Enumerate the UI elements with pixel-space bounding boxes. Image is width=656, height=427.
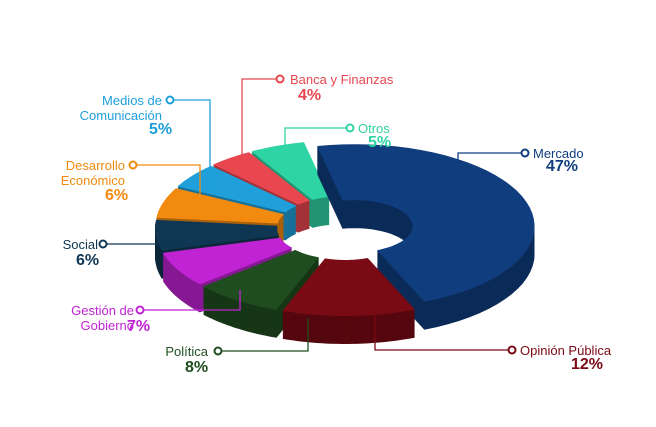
label-dot — [165, 95, 175, 105]
label-dot — [135, 305, 145, 315]
category-label: Social — [62, 237, 98, 252]
leader-line — [374, 305, 512, 351]
leader-line — [457, 152, 525, 188]
category-label: Opinión Pública — [520, 343, 612, 358]
slice — [203, 249, 320, 310]
value-label: 5% — [368, 134, 392, 151]
value-label: 12% — [571, 356, 604, 373]
value-label: 4% — [298, 87, 322, 104]
category-label: Medios de Comunicación — [79, 93, 162, 123]
slice — [317, 144, 535, 302]
value-label: 6% — [105, 187, 129, 204]
slice — [155, 219, 280, 251]
category-label: Política — [165, 344, 208, 359]
label-dot — [275, 74, 285, 84]
slice — [213, 152, 310, 205]
value-label: 8% — [185, 359, 209, 376]
slice — [282, 258, 415, 316]
category-label: Gestión de Gobierno — [71, 303, 134, 333]
label-dot — [507, 345, 517, 355]
label-dot — [520, 148, 530, 158]
slice — [251, 142, 330, 200]
value-label: 47% — [546, 158, 579, 175]
category-label: Desarrollo Económico — [60, 158, 125, 188]
value-label: 7% — [127, 318, 151, 335]
category-label: Mercado — [533, 146, 584, 161]
leader-line — [284, 127, 350, 165]
leader-line — [218, 318, 309, 352]
slice — [162, 237, 293, 285]
value-label: 6% — [76, 252, 100, 269]
label-dot — [345, 123, 355, 133]
label-dot — [98, 239, 108, 249]
category-label: Banca y Finanzas — [290, 72, 394, 87]
leader-line — [140, 290, 241, 311]
leader-line — [133, 164, 201, 205]
value-label: 5% — [149, 121, 173, 138]
slice — [156, 188, 284, 224]
label-dot — [128, 160, 138, 170]
label-dot — [213, 346, 223, 356]
leader-line — [170, 99, 211, 185]
leader-line — [241, 78, 280, 172]
category-label: Otros — [358, 121, 390, 136]
slice — [177, 165, 297, 213]
